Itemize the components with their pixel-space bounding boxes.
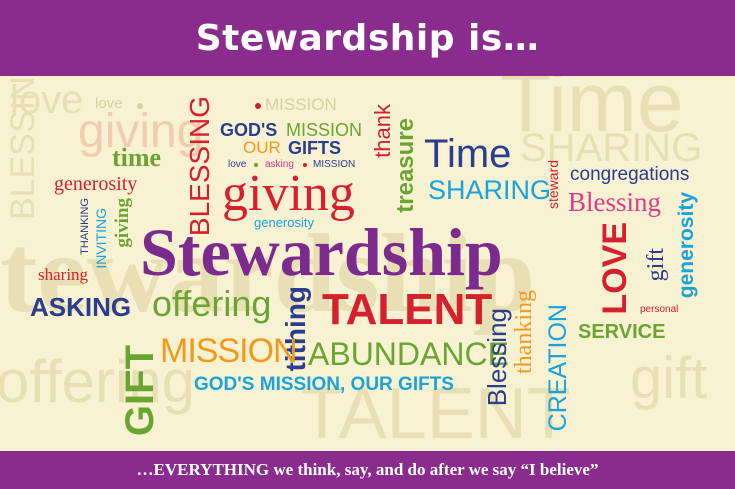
word-generosity-red: generosity	[54, 173, 138, 195]
word-creation-vertical: CREATION	[544, 304, 572, 432]
page-title: Stewardship is…	[195, 17, 540, 59]
footer-tagline: …EVERYTHING we think, say, and do after …	[136, 460, 599, 479]
word-giving-big: giving	[222, 165, 355, 222]
word-gifts: GIFTS	[288, 138, 341, 158]
word-giving-vertical: giving	[112, 198, 133, 248]
word-love-small: love	[228, 159, 247, 170]
word-congregations: congregations	[570, 164, 690, 185]
header-band: Stewardship is…	[0, 0, 735, 76]
word-service: SERVICE	[578, 321, 666, 343]
word-inviting-vertical: INVITING	[93, 208, 109, 269]
word-blessing-vertical-2: Blessing	[482, 308, 512, 407]
word-mission-orange: MISSION	[160, 332, 298, 370]
ghost-word-offering: offering	[0, 348, 196, 415]
word-mission-green: MISSION	[286, 120, 363, 140]
word-gods-mission-our-gifts: GOD'S MISSION, OUR GIFTS	[194, 374, 454, 395]
ghost-word-gift: gift	[630, 346, 708, 411]
ghost-word-sharing: SHARING	[520, 126, 703, 170]
word-abundance: ABUNDANCE	[308, 336, 509, 372]
word-generosity-small: generosity	[254, 215, 314, 230]
word-mission-top: MISSION	[265, 95, 337, 114]
bullet-dot-small	[254, 163, 258, 167]
word-time-green: time	[112, 143, 162, 172]
word-offering: offering	[152, 283, 272, 324]
word-talent: TALENT	[322, 285, 493, 334]
word-sharing: SHARING	[428, 175, 552, 205]
word-thanking-vertical: THANKING	[79, 198, 91, 255]
ghost-word-giving: giving	[78, 105, 204, 158]
word-love-top: love	[95, 95, 123, 112]
word-gift-big-vertical: GIFT	[118, 345, 162, 437]
ghost-word-love: love	[10, 78, 84, 122]
ghost-word-stewardship: tewardship	[0, 212, 536, 336]
word-mission-small: MISSION	[313, 159, 356, 170]
word-thank-vertical: thank	[370, 104, 395, 158]
word-blessing-pink: Blessing	[568, 187, 662, 217]
word-gods: GOD'S	[220, 120, 278, 140]
word-our: OUR	[243, 138, 281, 157]
word-asking: ASKING	[30, 292, 132, 322]
word-sharing-small: sharing	[38, 265, 89, 284]
word-thanking-vertical-2: thanking	[511, 290, 537, 374]
word-love-vertical: LOVE	[596, 222, 634, 315]
word-gift-vertical: gift	[643, 248, 669, 282]
word-asking-small: asking	[265, 159, 294, 170]
word-treasure-vertical: treasure	[392, 118, 419, 213]
word-stewardship-main: Stewardship	[140, 214, 503, 290]
bullet-dot-small-2	[303, 163, 307, 167]
word-personal: personal	[640, 304, 679, 315]
ghost-word-talent: TALENT	[300, 374, 571, 454]
word-time-big: Time	[424, 132, 512, 176]
word-generosity-vertical: generosity	[675, 192, 698, 299]
bullet-dot	[137, 103, 143, 109]
word-steward-vertical: steward	[545, 160, 561, 210]
bullet-dot-red	[255, 103, 261, 109]
footer-band: …EVERYTHING we think, say, and do after …	[0, 451, 735, 489]
